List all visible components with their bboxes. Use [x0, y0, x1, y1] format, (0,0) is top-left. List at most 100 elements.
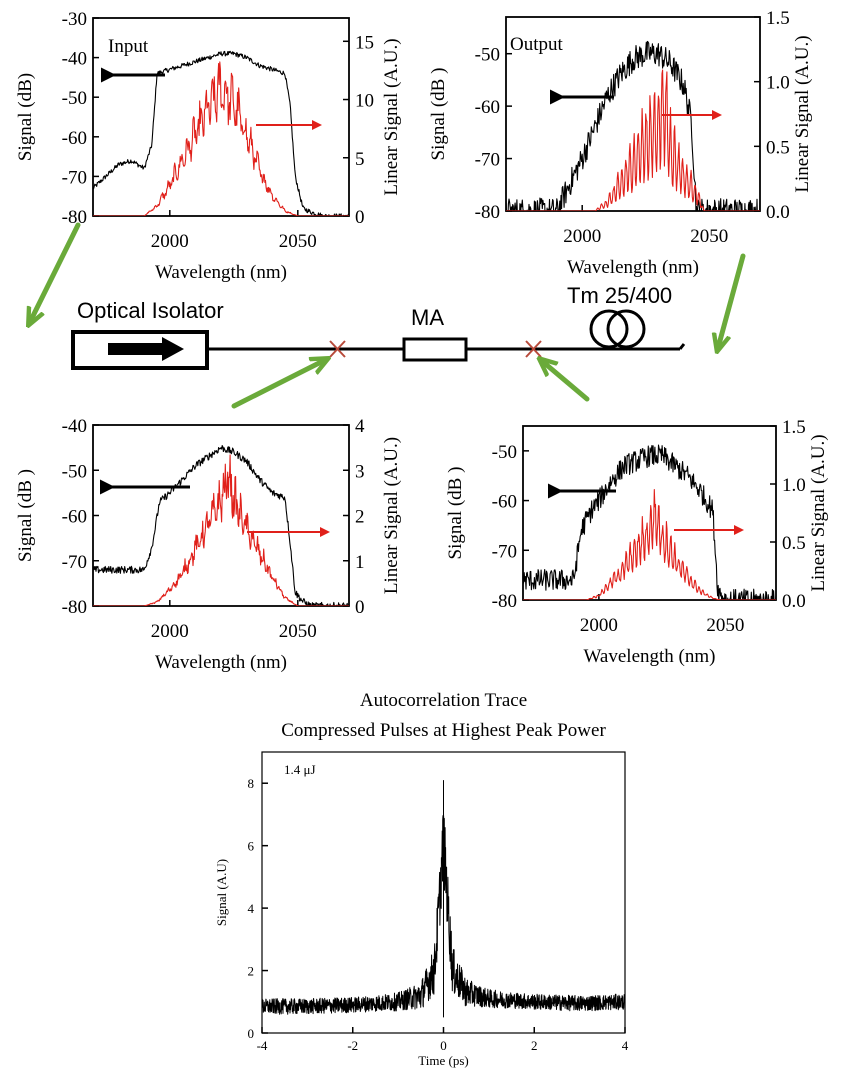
plot-frame [522, 425, 777, 601]
isolator-arrow-icon [108, 337, 184, 361]
series-line-0 [93, 445, 349, 606]
series-line-0 [523, 444, 776, 600]
x-tick-label: 2000 [151, 621, 189, 642]
x-tick-label: -4 [257, 1038, 268, 1053]
y-tick-label: -70 [62, 552, 87, 573]
x-tick-label: 2 [531, 1038, 538, 1053]
y-axis-label-left: Signal (dB ) [428, 68, 449, 161]
y-tick-label: -60 [62, 507, 87, 528]
y-tick-label: 0 [248, 1026, 255, 1041]
y2-tick-label: 3 [355, 461, 365, 482]
y-tick-label: -60 [475, 97, 500, 118]
x-tick-label: 2000 [151, 231, 189, 252]
panel-label: Output [510, 34, 564, 55]
y-tick-label: -80 [492, 591, 517, 612]
y-axis-label-right: Linear Signal (A.U.) [381, 38, 402, 195]
x-axis-label: Wavelength (nm) [584, 646, 716, 667]
y-axis-label-left: Signal (dB) [15, 73, 36, 161]
series-line-1 [93, 61, 349, 216]
y2-tick-label: 0 [355, 207, 365, 228]
setup-diagram: Optical Isolator MA Tm 25/400 [30, 222, 746, 409]
panel-label: Input [108, 36, 149, 57]
y-tick-label: -80 [475, 202, 500, 223]
x-tick-label: 2000 [563, 226, 601, 247]
chart-ma-output: 2000 2050 -80 -70 -60 -50 0.0 0.5 1.0 1.5 Waveleng… [445, 417, 829, 667]
chart-subtitle: Compressed Pulses at Highest Peak Power [281, 720, 606, 741]
tap-mark-icon [525, 340, 542, 358]
series-line-0 [262, 780, 625, 1018]
y-tick-label: -50 [475, 45, 500, 66]
y-tick-label: 8 [248, 776, 255, 791]
y2-tick-label: 1 [355, 552, 365, 573]
fiber-coil-icon [589, 309, 629, 349]
y-tick-label: -80 [62, 207, 87, 228]
y-tick-label: -40 [62, 416, 87, 437]
x-axis-label: Wavelength (nm) [155, 652, 287, 673]
y-tick-label: -60 [62, 128, 87, 149]
y-axis-label-left: Signal (dB ) [15, 469, 36, 562]
y2-tick-label: 0.0 [766, 202, 790, 223]
y-axis-label-right: Linear Signal (A.U.) [381, 437, 402, 594]
chart-title: Autocorrelation Trace [360, 690, 527, 711]
y2-tick-label: 15 [355, 32, 374, 53]
series-line-1 [93, 454, 349, 606]
y-axis-label-right: Linear Signal (A.U.) [792, 35, 813, 192]
y-tick-label: -60 [492, 492, 517, 513]
y-tick-label: -30 [62, 9, 87, 30]
x-axis-label: Wavelength (nm) [155, 262, 287, 283]
y2-tick-label: 1.0 [766, 73, 790, 94]
x-axis-label: Time (ps) [418, 1053, 468, 1068]
x-tick-label: 2050 [690, 226, 728, 247]
chart-input: 2000 2050 -80 -70 -60 -50 -40 -30 0 5 10 15 Waveleng… [15, 9, 402, 283]
y2-tick-label: 2 [355, 507, 365, 528]
y-tick-label: -70 [492, 541, 517, 562]
chart-isolator-output: 2000 2050 -80 -70 -60 -50 -40 0 1 2 3 4 Wavelength (… [15, 416, 402, 673]
x-axis-label: Wavelength (nm) [567, 257, 699, 278]
y-axis-label-right: Linear Signal (A.U.) [808, 434, 829, 591]
x-tick-label: 4 [622, 1038, 629, 1053]
y2-tick-label: 0.0 [782, 591, 806, 612]
y2-tick-label: 10 [355, 91, 374, 112]
x-tick-label: 2050 [706, 615, 744, 636]
y-tick-label: -40 [62, 49, 87, 70]
x-tick-label: 2000 [580, 615, 618, 636]
y2-tick-label: 0.5 [782, 533, 806, 554]
series-line-1 [523, 489, 776, 600]
y-tick-label: -70 [475, 150, 500, 171]
y-tick-label: -80 [62, 597, 87, 618]
y2-tick-label: 1.5 [782, 417, 806, 438]
green-arrow-icon [718, 253, 746, 348]
ma-label: MA [411, 305, 444, 330]
y-axis-label-left: Signal (dB ) [445, 467, 466, 560]
series-line-0 [506, 40, 760, 211]
y2-tick-label: 5 [355, 149, 365, 170]
x-tick-label: 2050 [279, 621, 317, 642]
green-arrow-icon [542, 361, 590, 402]
y-tick-label: -70 [62, 167, 87, 188]
chart-annotation: 1.4 μJ [284, 762, 316, 777]
x-tick-label: 2050 [279, 231, 317, 252]
fiber-coil-icon [606, 309, 646, 349]
y2-tick-label: 0.5 [766, 137, 790, 158]
x-tick-label: 0 [440, 1038, 447, 1053]
y-tick-label: -50 [492, 442, 517, 463]
fiber-label: Tm 25/400 [567, 283, 672, 308]
y-tick-label: 6 [248, 839, 255, 854]
green-arrow-icon [231, 360, 325, 409]
series-line-0 [93, 50, 349, 216]
plot-frame [505, 16, 761, 212]
y-tick-label: -50 [62, 461, 87, 482]
y-axis-label: Signal (A.U) [214, 859, 229, 926]
y-tick-label: -50 [62, 88, 87, 109]
green-arrow-icon [30, 222, 81, 322]
y2-tick-label: 0 [355, 597, 365, 618]
y-tick-label: 2 [248, 964, 255, 979]
series-line-1 [506, 69, 760, 211]
x-tick-label: -2 [347, 1038, 358, 1053]
y2-tick-label: 1.0 [782, 475, 806, 496]
ma-box [402, 337, 468, 362]
tap-mark-icon [329, 340, 346, 358]
y-tick-label: 4 [248, 901, 255, 916]
y2-tick-label: 1.5 [766, 8, 790, 29]
